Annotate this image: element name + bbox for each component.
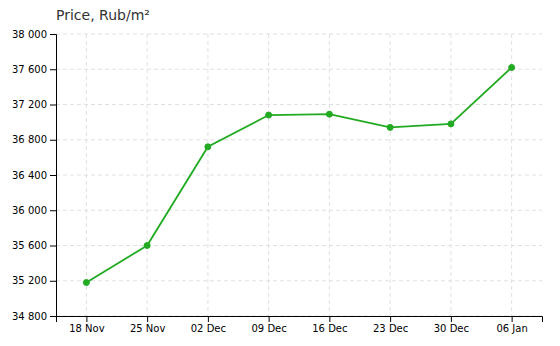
y-tick: 38 000 [12, 29, 56, 40]
grid [56, 34, 542, 316]
x-grid-line [268, 34, 269, 316]
point [144, 243, 150, 249]
y-tick: 35 200 [12, 275, 56, 286]
chart-svg: 34 800 35 200 35 600 36 000 36 400 36 800 37 2… [0, 0, 560, 346]
y-tick-label: 35 600 [12, 240, 47, 251]
x-grid-line [329, 34, 330, 316]
x-tick: 18 Nov [69, 316, 105, 334]
y-grid-line [56, 245, 542, 246]
y-tick-label: 37 600 [12, 64, 47, 75]
y-tick-mark [50, 105, 56, 106]
x-tick: 23 Dec [373, 316, 408, 334]
y-grid-line [56, 175, 542, 176]
y-tick-mark [50, 281, 56, 282]
y-tick: 37 600 [12, 64, 56, 75]
y-grid-line [56, 34, 542, 35]
x-tick-mark [147, 316, 148, 322]
x-tick-label: 25 Nov [130, 323, 166, 334]
x-tick: 25 Nov [130, 316, 166, 334]
y-tick: 35 600 [12, 240, 56, 251]
x-grid-line [511, 34, 512, 316]
y-tick-label: 36 400 [12, 170, 47, 181]
x-tick-label: 02 Dec [191, 323, 226, 334]
x-tick: 30 Dec [434, 316, 469, 334]
x-tick-label: 23 Dec [373, 323, 408, 334]
y-axis: 34 800 35 200 35 600 36 000 36 400 36 800 37 2… [12, 29, 57, 322]
y-grid-line [56, 280, 542, 281]
y-tick-mark [50, 34, 56, 35]
x-tick-label: 06 Jan [496, 323, 527, 334]
y-tick-label: 36 800 [12, 134, 47, 145]
x-tick: 16 Dec [312, 316, 347, 334]
y-grid-line [56, 210, 542, 211]
y-tick: 37 200 [12, 99, 56, 110]
x-tick-mark [208, 316, 209, 322]
x-tick: 02 Dec [191, 316, 226, 334]
x-tick-mark [390, 316, 391, 322]
x-tick-label: 09 Dec [251, 323, 286, 334]
x-tick-label: 18 Nov [69, 323, 105, 334]
y-grid-line [56, 69, 542, 70]
x-tick-mark [86, 316, 87, 322]
y-tick: 34 800 [12, 311, 56, 322]
x-grid-line [86, 34, 87, 316]
x-grid-line [207, 34, 208, 316]
x-tick-label: 30 Dec [434, 323, 469, 334]
y-grid-line [56, 139, 542, 140]
series [83, 64, 514, 285]
x-axis-line [57, 317, 543, 323]
y-tick: 36 000 [12, 205, 56, 216]
y-tick-mark [50, 316, 56, 317]
x-axis: 18 Nov 25 Nov 02 Dec 09 Dec 16 Dec 23 Dec 30 D… [57, 316, 543, 334]
x-tick: 09 Dec [251, 316, 286, 334]
y-axis-line [50, 35, 57, 317]
point [509, 64, 515, 70]
y-tick: 36 800 [12, 134, 56, 145]
x-tick: 06 Jan [496, 316, 527, 334]
x-grid-line [147, 34, 148, 316]
point [387, 124, 393, 130]
title: Price, Rub/m² [56, 7, 150, 23]
x-grid-line [450, 34, 451, 316]
y-tick-mark [50, 175, 56, 176]
x-tick-mark [512, 316, 513, 322]
y-tick-label: 35 200 [12, 275, 47, 286]
x-tick-label: 16 Dec [312, 323, 347, 334]
y-tick-label: 34 800 [12, 311, 47, 322]
y-tick: 36 400 [12, 170, 56, 181]
y-grid-line [56, 104, 542, 105]
x-grid-line [390, 34, 391, 316]
y-tick-mark [50, 210, 56, 211]
chart-container: 34 800 35 200 35 600 36 000 36 400 36 800 37 2… [0, 0, 560, 346]
point [266, 112, 272, 118]
y-tick-mark [50, 69, 56, 70]
x-tick-mark [451, 316, 452, 322]
y-tick-label: 37 200 [12, 99, 47, 110]
x-tick-mark [329, 316, 330, 322]
point [205, 144, 211, 150]
y-tick-label: 36 000 [12, 205, 47, 216]
point [448, 121, 454, 127]
point [326, 111, 332, 117]
y-tick-mark [50, 246, 56, 247]
point [83, 280, 89, 286]
y-tick-label: 38 000 [12, 29, 47, 40]
line [86, 67, 511, 282]
y-tick-mark [50, 140, 56, 141]
plot-area: 34 800 35 200 35 600 36 000 36 400 36 800 37 2… [12, 29, 543, 334]
x-tick-mark [269, 316, 270, 322]
